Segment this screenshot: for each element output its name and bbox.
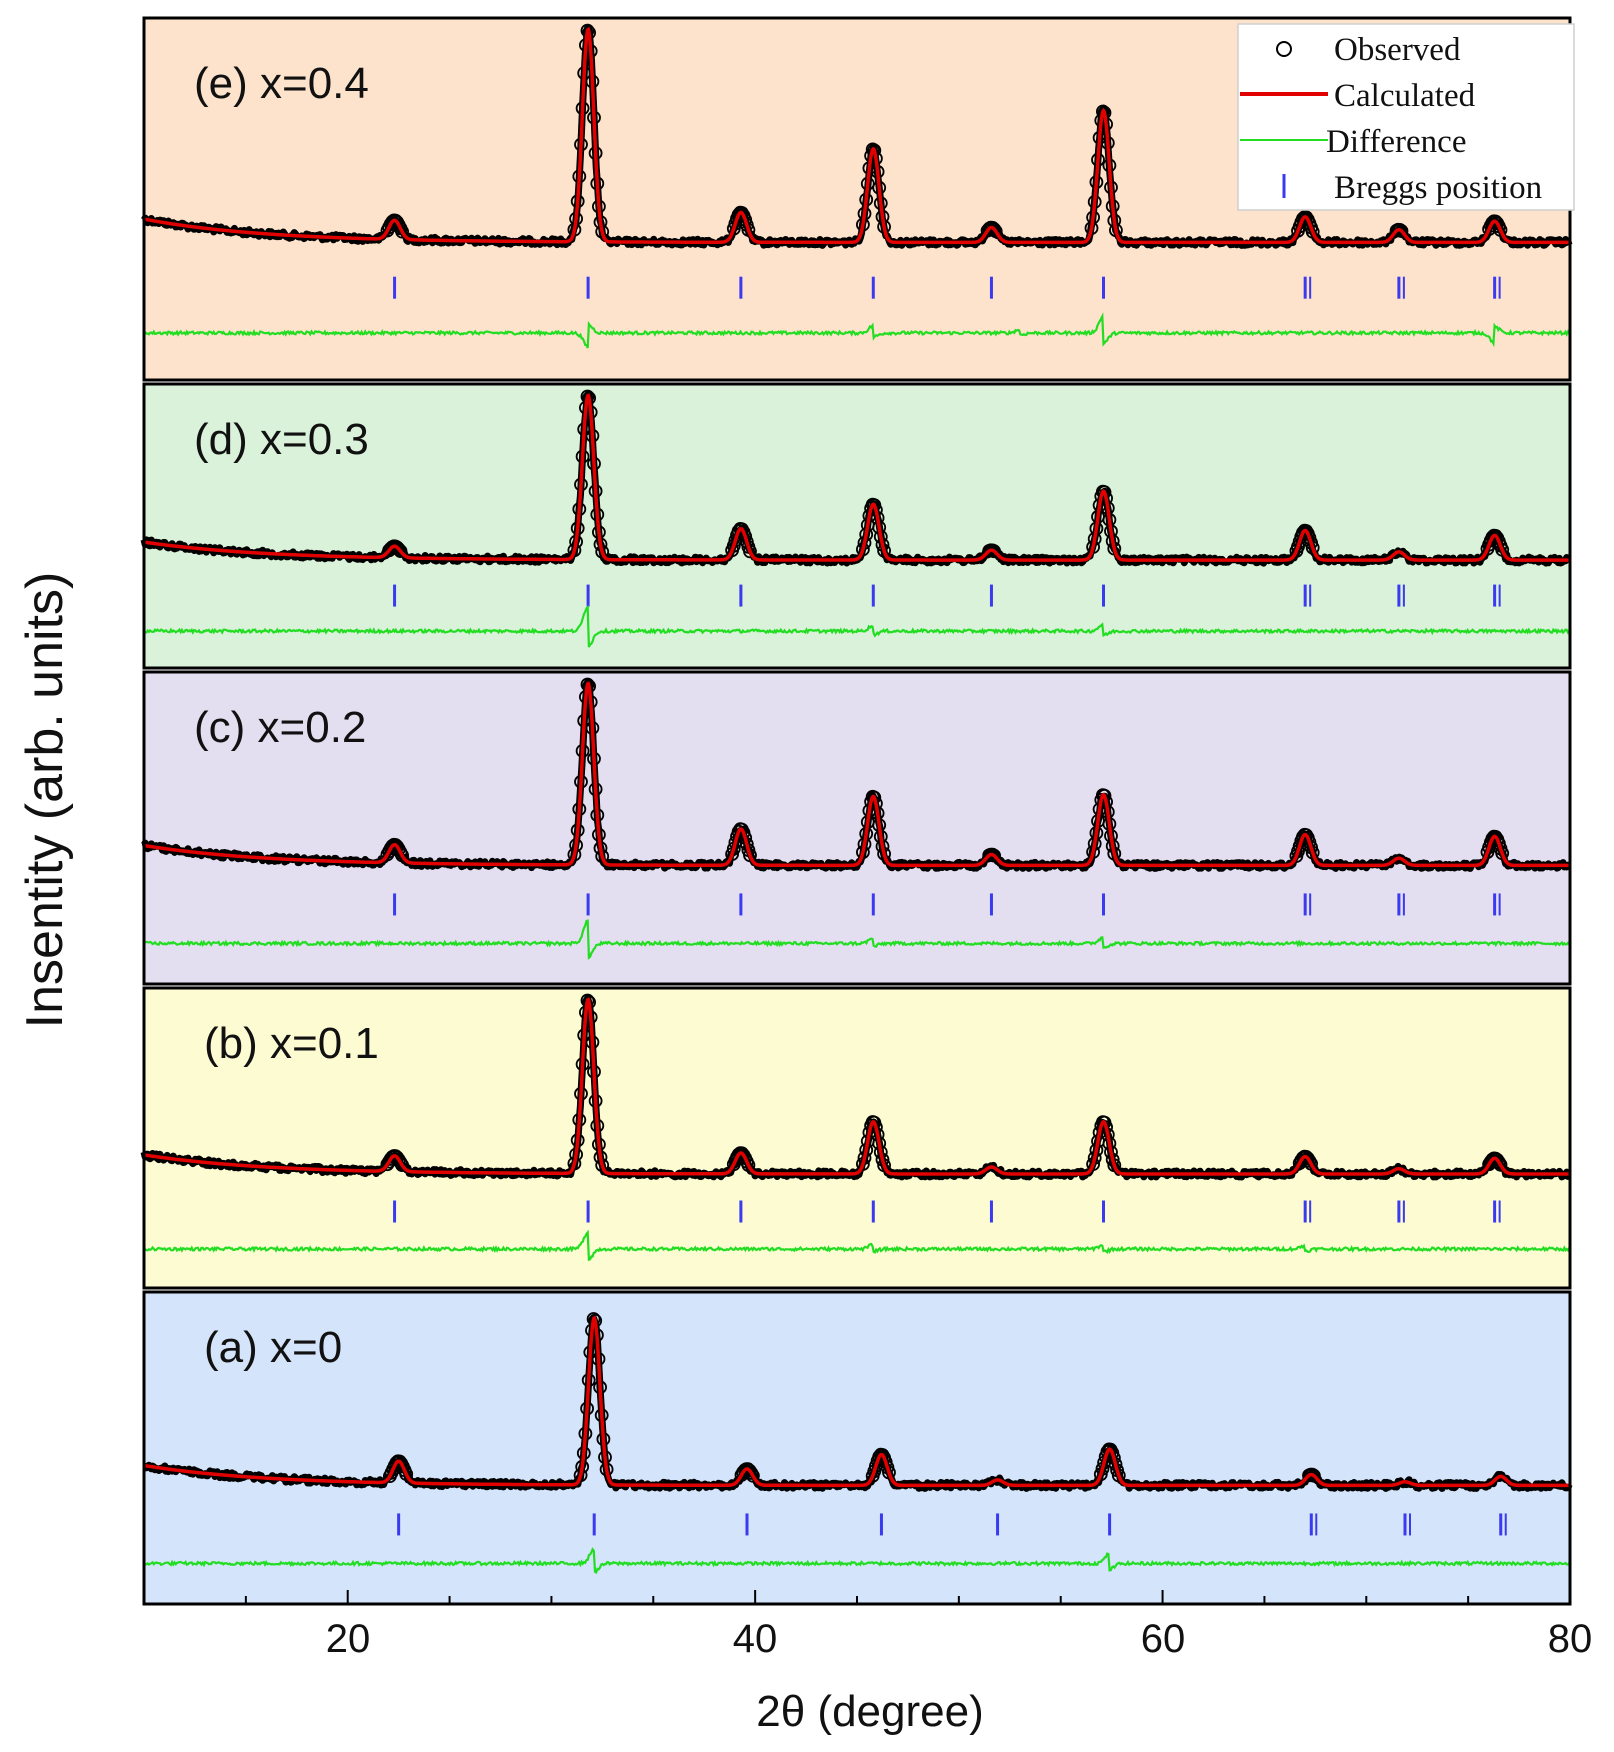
- panel-2: (d) x=0.3: [140, 382, 1572, 670]
- legend-observed-marker: [1276, 41, 1292, 57]
- x-tick-label-20: 20: [326, 1617, 371, 1661]
- x-tick-label-60: 60: [1141, 1617, 1186, 1661]
- observed-point: [1305, 845, 1320, 860]
- observed-peak-9: [1482, 1151, 1508, 1172]
- calculated-line: [143, 997, 1570, 1176]
- legend-difference-label: Difference: [1326, 124, 1466, 160]
- panel-label: (c) x=0.2: [194, 703, 366, 752]
- panel-label: (e) x=0.4: [194, 59, 369, 108]
- observed-point: [1493, 1157, 1508, 1172]
- observed-point: [395, 848, 410, 863]
- observed-point: [1493, 223, 1508, 237]
- panel-frame: [142, 986, 1572, 1290]
- observed-point: [1299, 524, 1314, 538]
- difference-line: [143, 919, 1571, 960]
- panel-5: (a) x=0: [141, 1290, 1573, 1606]
- observed-point: [1305, 224, 1320, 239]
- bragg-ticks: [393, 584, 1501, 607]
- observed-peak-3: [725, 522, 757, 559]
- bragg-ticks: [393, 276, 1501, 299]
- observed-peak-9: [1480, 528, 1510, 557]
- observed-point: [395, 1158, 410, 1172]
- bragg-ticks: [397, 1513, 1507, 1536]
- observed-point: [393, 1155, 408, 1170]
- y-axis-title: Insentity (arb. units): [16, 572, 74, 1029]
- observed-point: [985, 220, 1000, 235]
- legend-observed-label: Observed: [1334, 32, 1461, 68]
- observed-point: [399, 1467, 414, 1481]
- observed-point: [741, 1158, 756, 1172]
- calculated-line: [143, 26, 1570, 245]
- observed-point: [743, 544, 757, 559]
- panel-frame: [142, 670, 1572, 986]
- observed-point: [1304, 1156, 1318, 1171]
- observed-point: [743, 848, 757, 863]
- observed-point: [882, 1465, 896, 1480]
- legend-calculated-label: Calculated: [1334, 78, 1476, 114]
- x-axis-title: 2θ (degree): [756, 1687, 983, 1736]
- panel-label: (a) x=0: [204, 1323, 342, 1372]
- panel-frame: [142, 382, 1572, 670]
- observed-peak-1: [382, 539, 408, 558]
- observed-point: [1492, 1155, 1506, 1170]
- bragg-ticks: [393, 893, 1501, 916]
- x-tick-label-40: 40: [733, 1617, 778, 1661]
- observed-point: [393, 544, 408, 558]
- observed-point: [735, 206, 749, 220]
- observed-point: [1305, 540, 1320, 555]
- calculated-line: [143, 681, 1570, 868]
- difference-line: [143, 605, 1571, 648]
- panel-background: [144, 988, 1570, 1288]
- x-axis: 20 40 60 80 2θ (degree): [143, 1590, 1593, 1736]
- observed-point: [395, 224, 410, 239]
- bragg-ticks: [393, 1200, 1501, 1223]
- calculated-line: [143, 1315, 1570, 1488]
- observed-point: [988, 224, 1003, 239]
- observed-point: [741, 222, 756, 237]
- observed-point: [1495, 542, 1510, 557]
- observed-peak-7: [1289, 523, 1320, 558]
- panel-3: (c) x=0.2: [141, 670, 1572, 986]
- panel-background: [144, 672, 1570, 984]
- panels-layer: (e) x=0.4 (d) x=0.3 (c) x=0.2 (b) x=0.1 (a) …: [140, 16, 1573, 1606]
- x-tick-label-80: 80: [1548, 1617, 1593, 1661]
- panel-label: (d) x=0.3: [194, 415, 369, 464]
- observed-peak-7: [1289, 827, 1320, 863]
- observed-peak-3: [726, 1146, 756, 1172]
- observed-peak-1: [380, 213, 410, 239]
- observed-point: [391, 542, 406, 557]
- panel-background: [144, 384, 1570, 668]
- panel-background: [144, 1292, 1570, 1604]
- observed-point: [1111, 1468, 1126, 1483]
- observed-peak-7: [1302, 1467, 1321, 1483]
- observed-point: [746, 1468, 760, 1483]
- difference-line: [143, 1229, 1571, 1262]
- panel-label: (b) x=0.1: [204, 1019, 379, 1068]
- observed-point: [1488, 830, 1503, 844]
- difference-line: [143, 312, 1571, 349]
- difference-line: [143, 1547, 1571, 1575]
- legend-bragg-label: Breggs position: [1334, 170, 1542, 206]
- observed-point: [1299, 828, 1314, 842]
- observed-point: [1299, 1150, 1314, 1164]
- panel-4: (b) x=0.1: [140, 986, 1572, 1290]
- legend: Observed Calculated Difference Breggs po…: [1237, 23, 1575, 211]
- observed-point: [1495, 846, 1510, 861]
- legend-box: [1237, 23, 1575, 211]
- calculated-line: [143, 393, 1570, 562]
